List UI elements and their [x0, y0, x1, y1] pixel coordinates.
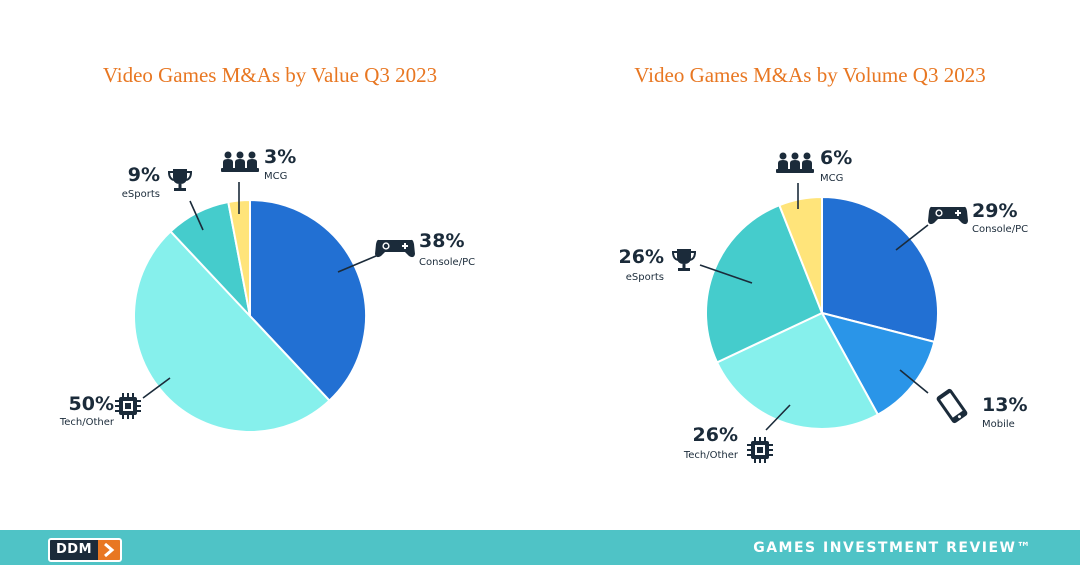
leader-line-console-pc: [895, 224, 929, 251]
phone-icon: [936, 388, 968, 424]
volume-pie-annotations: 29% Console/PC 13% Mobile 26% Tech/Other 26% eS…: [619, 147, 1028, 463]
category-label-mcg: MCG: [820, 173, 843, 184]
category-label-esports: eSports: [626, 272, 664, 283]
data-label-mcg: 6%: [820, 147, 852, 169]
trophy-icon: [167, 169, 193, 191]
data-label-esports: 26%: [619, 246, 664, 268]
category-label-mcg: MCG: [264, 171, 287, 182]
data-label-mcg: 3%: [264, 146, 296, 168]
people-icon: [776, 152, 814, 173]
data-label-console-pc: 38%: [419, 230, 464, 252]
pie-slice-console-pc: [821, 195, 939, 344]
data-label-mobile: 13%: [982, 394, 1027, 416]
data-label-console-pc: 29%: [972, 200, 1017, 222]
chart-title-value: Video Games M&As by Value Q3 2023: [103, 63, 437, 87]
volume-pie-slices: [705, 195, 939, 430]
ddm-logo-text: DDM: [50, 540, 99, 560]
value-pie-chart: Video Games M&As by Value Q3 2023 38% Con…: [59, 63, 475, 433]
footer-bar: DDM GAMES INVESTMENT REVIEW™: [0, 530, 1080, 565]
leader-line-tech-other: [142, 377, 171, 399]
pie-slice-mobile: [820, 311, 936, 417]
value-pie-annotations: 38% Console/PC 50% Tech/Other 9% eSports 3% MCG: [59, 146, 475, 428]
value-pie-slices: [133, 198, 367, 433]
data-label-esports: 9%: [128, 164, 160, 186]
gamepad-icon: [928, 206, 968, 225]
leader-line-tech-other: [765, 404, 791, 431]
data-label-tech-other: 50%: [69, 393, 114, 415]
pie-slice-tech-other: [715, 311, 880, 430]
pie-slice-mcg: [778, 195, 823, 314]
gamepad-icon: [375, 239, 415, 258]
leader-line-console-pc: [337, 255, 377, 273]
category-label-tech-other: Tech/Other: [683, 450, 739, 461]
trophy-icon: [671, 249, 697, 271]
category-label-tech-other: Tech/Other: [59, 417, 115, 428]
pie-slice-tech-other: [133, 230, 331, 433]
category-label-console-pc: Console/PC: [419, 257, 475, 268]
leader-line-mobile: [899, 369, 929, 394]
leader-line-esports: [189, 200, 204, 231]
data-label-tech-other: 26%: [693, 424, 738, 446]
ddm-logo[interactable]: DDM: [48, 538, 123, 562]
category-label-console-pc: Console/PC: [972, 224, 1028, 235]
chip-icon: [115, 393, 141, 419]
category-label-esports: eSports: [122, 189, 160, 200]
pie-slice-console-pc: [249, 198, 367, 402]
people-icon: [221, 151, 259, 172]
leader-line-esports: [699, 264, 753, 284]
chevron-right-icon: [98, 540, 121, 560]
volume-pie-chart: Video Games M&As by Volume Q3 2023 29% Co…: [619, 63, 1028, 463]
charts-canvas: Video Games M&As by Value Q3 2023 38% Con…: [59, 63, 1028, 463]
category-label-mobile: Mobile: [982, 419, 1015, 430]
chip-icon: [747, 437, 773, 463]
brand-name: GAMES INVESTMENT REVIEW™: [753, 540, 1032, 556]
chart-title-volume: Video Games M&As by Volume Q3 2023: [634, 63, 985, 87]
